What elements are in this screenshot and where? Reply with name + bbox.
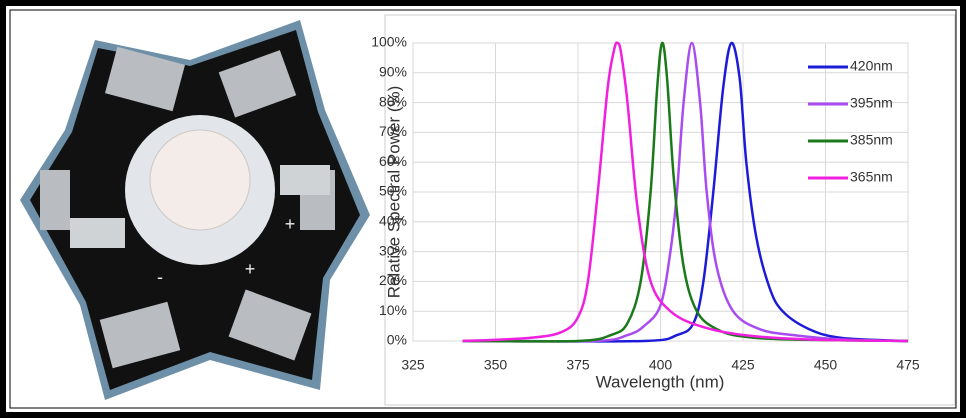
x-axis-label: Wavelength (nm) bbox=[596, 372, 725, 391]
x-tick-label: 400 bbox=[649, 357, 673, 373]
y-tick-label: 70% bbox=[379, 123, 407, 139]
x-tick-label: 325 bbox=[401, 357, 425, 373]
y-tick-label: 30% bbox=[379, 242, 407, 258]
x-tick-label: 450 bbox=[814, 357, 838, 373]
x-tick-label: 350 bbox=[484, 357, 508, 373]
y-tick-label: 50% bbox=[379, 183, 407, 199]
pcb-label: + bbox=[245, 259, 256, 279]
x-tick-label: 475 bbox=[896, 357, 920, 373]
led-dome bbox=[150, 130, 250, 230]
y-tick-label: 40% bbox=[379, 213, 407, 229]
legend-label: 385nm bbox=[850, 132, 893, 148]
page: + + - Relative Spectral Power (%) Wavele… bbox=[0, 0, 966, 418]
x-tick-label: 375 bbox=[566, 357, 590, 373]
pcb-label: - bbox=[157, 267, 163, 287]
y-tick-label: 90% bbox=[379, 64, 407, 80]
legend-label: 395nm bbox=[850, 95, 893, 111]
lead bbox=[70, 218, 125, 248]
y-tick-label: 100% bbox=[371, 34, 407, 50]
y-tick-label: 80% bbox=[379, 93, 407, 109]
legend-label: 420nm bbox=[850, 58, 893, 74]
legend-label: 365nm bbox=[850, 169, 893, 185]
y-tick-label: 10% bbox=[379, 302, 407, 318]
y-tick-label: 60% bbox=[379, 153, 407, 169]
y-tick-label: 0% bbox=[387, 332, 407, 348]
pcb-label: + bbox=[285, 214, 296, 234]
lead bbox=[280, 165, 330, 195]
pad bbox=[40, 170, 70, 230]
x-tick-label: 425 bbox=[731, 357, 755, 373]
y-tick-label: 20% bbox=[379, 272, 407, 288]
